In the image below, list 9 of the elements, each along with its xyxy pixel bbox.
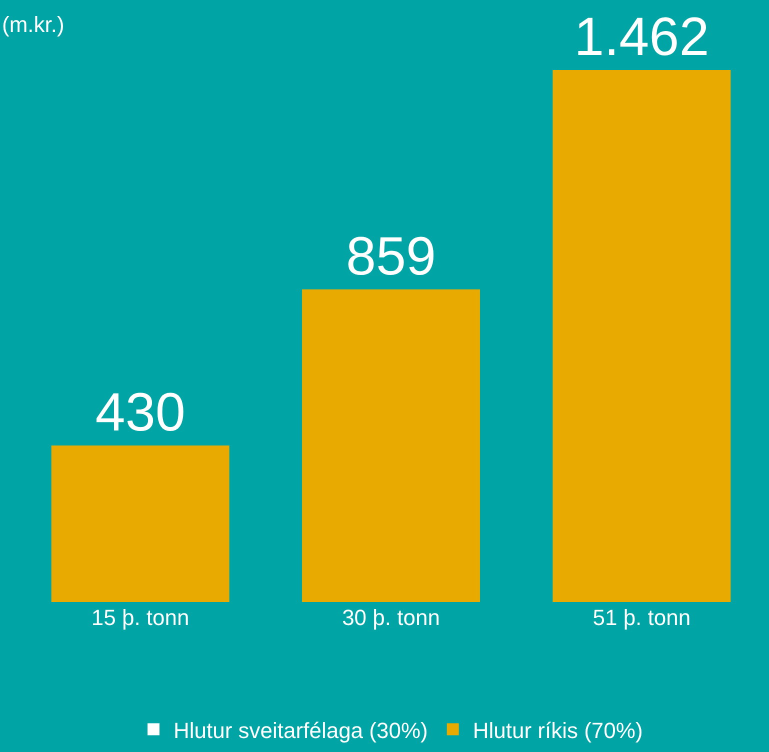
- y-axis-title: (m.kr.): [2, 12, 64, 37]
- x-tick-label: 15 þ. tonn: [91, 605, 190, 630]
- x-tick-label: 51 þ. tonn: [592, 605, 691, 630]
- legend-label: Hlutur sveitarfélaga (30%): [174, 718, 428, 743]
- data-label: 430: [95, 382, 186, 443]
- data-label: 859: [346, 226, 436, 286]
- data-label: 1.462: [574, 7, 710, 67]
- x-tick-label: 30 þ. tonn: [342, 605, 440, 630]
- legend-label: Hlutur ríkis (70%): [472, 718, 643, 743]
